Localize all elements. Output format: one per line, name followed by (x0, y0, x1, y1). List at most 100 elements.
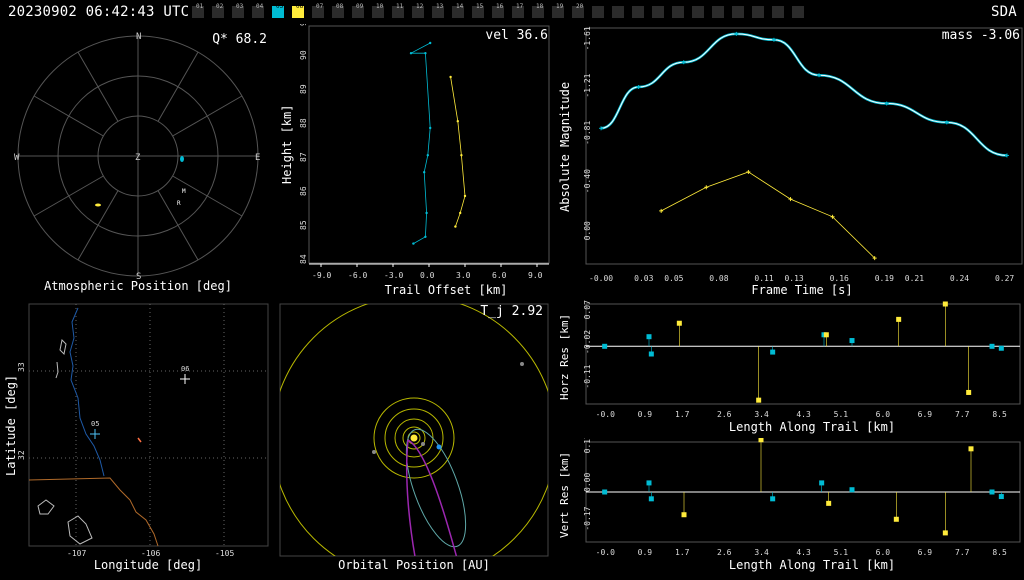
station-code: SDA (991, 4, 1017, 20)
camera-swatch-01[interactable]: 01 (192, 4, 204, 18)
camera-swatch-empty[interactable] (672, 6, 684, 18)
compass-s: S (136, 272, 141, 282)
planet-icon (421, 442, 425, 446)
camera-swatch-12[interactable]: 12 (412, 4, 424, 18)
horz-y-label: Horz Res [km] (558, 313, 571, 400)
res-ytick: 0.17 (583, 438, 592, 453)
camera-swatch-empty[interactable] (772, 6, 784, 18)
orbit-title: Orbital Position [AU] (338, 558, 490, 572)
mag-ytick: -1.61 (583, 26, 592, 50)
camera-swatch-empty[interactable] (612, 6, 624, 18)
camera-swatch-10[interactable]: 10 (372, 4, 384, 18)
trail-xtick: 9.0 (528, 271, 543, 280)
res-point-05 (602, 489, 608, 495)
camera-swatch-empty[interactable] (712, 6, 724, 18)
camera-swatch-empty[interactable] (652, 6, 664, 18)
camera-swatch-14[interactable]: 14 (452, 4, 464, 18)
camera-swatch-19[interactable]: 19 (552, 4, 564, 18)
camera-swatch-15[interactable]: 15 (472, 4, 484, 18)
mag-ytick: -1.21 (583, 73, 592, 97)
camera-05-track (180, 156, 184, 162)
trail-xtick: 6.0 (492, 271, 507, 280)
trail-ytick: 88 (299, 118, 308, 128)
res-xtick: 5.1 (834, 410, 849, 419)
earth-icon (436, 444, 442, 450)
vert-res-panel: -0.0 0.9 1.7 2.6 3.4 4.3 5.1 6.0 6.9 7.7 8.5 0.17 0.… (552, 434, 1024, 576)
res-xtick: 8.5 (992, 410, 1007, 419)
compass-n: N (136, 32, 141, 42)
camera-swatch-04[interactable]: 04 (252, 4, 264, 18)
compass-zenith: Z (135, 153, 141, 163)
camera-swatch-09[interactable]: 09 (352, 4, 364, 18)
res-xtick: 3.4 (754, 410, 769, 419)
camera-swatch-16[interactable]: 16 (492, 4, 504, 18)
camera-swatch-08[interactable]: 08 (332, 4, 344, 18)
trail-point (423, 171, 426, 174)
res-point-06 (966, 389, 972, 395)
res-xtick: 7.7 (955, 410, 970, 419)
camera-swatch-07[interactable]: 07 (312, 4, 324, 18)
trail-point (460, 154, 463, 157)
trail-ytick: 89 (299, 84, 308, 94)
camera-swatch-empty[interactable] (632, 6, 644, 18)
camera-swatch-11[interactable]: 11 (392, 4, 404, 18)
mag-xtick: 0.08 (709, 274, 728, 283)
camera-swatch-03[interactable]: 03 (232, 4, 244, 18)
camera-swatch-02[interactable]: 02 (212, 4, 224, 18)
camera-swatch-empty[interactable] (752, 6, 764, 18)
trail-point (456, 120, 459, 123)
horz-x-label: Length Along Trail [km] (728, 420, 896, 434)
trail-point (424, 52, 427, 55)
station-05-label: 05 (91, 420, 99, 428)
mag-x-label: Frame Time [s] (751, 283, 853, 297)
camera-swatch-empty[interactable] (592, 6, 604, 18)
vert-x-label: Length Along Trail [km] (728, 558, 896, 572)
camera-swatch-20[interactable]: 20 (572, 4, 584, 18)
camera-swatch-empty[interactable] (792, 6, 804, 18)
res-ytick: -0.11 (583, 364, 592, 388)
trail-offset-chart: -9.0 -6.0 -3.0 0.0 3.0 6.0 9.0 84 85 86 87 88 89 90 91 (299, 16, 550, 280)
res-xtick: 6.9 (918, 410, 933, 419)
res-point-06 (756, 397, 762, 403)
camera-swatch-13[interactable]: 13 (432, 4, 444, 18)
res-point-06 (896, 316, 902, 322)
horz-res-panel: -0.0 0.9 1.7 2.6 3.4 4.3 5.1 6.0 6.9 7.7 8.5 0.07 -0… (552, 300, 1024, 438)
trail-ytick: 91 (299, 24, 308, 26)
orbit-panel: T_j 2.92 Orbital Position [AU] (276, 300, 552, 576)
trail-point (426, 154, 429, 157)
trail-x-label: Trail Offset [km] (384, 283, 508, 297)
res-xtick: 4.3 (796, 548, 811, 557)
trail-point (425, 211, 428, 215)
mag-xtick: 0.03 (634, 274, 653, 283)
res-point-05 (770, 496, 776, 502)
mass-value: mass -3.06 (941, 28, 1020, 43)
timestamp: 20230902 06:42:43 UTC (8, 4, 190, 20)
trail-point (429, 126, 432, 130)
res-point-06 (893, 516, 899, 522)
mag-xtick: 0.27 (995, 274, 1014, 283)
res-xtick: -0.0 (596, 410, 615, 419)
camera-swatch-06[interactable]: 06 (292, 4, 304, 18)
res-xtick: 0.9 (638, 410, 653, 419)
trail-xtick: -9.0 (312, 271, 331, 280)
trail-plot-panel: -9.0 -6.0 -3.0 0.0 3.0 6.0 9.0 84 85 86 87 88 89 90 91… (276, 16, 552, 300)
res-ytick: -0.17 (583, 506, 592, 530)
horz-residual-chart: -0.0 0.9 1.7 2.6 3.4 4.3 5.1 6.0 6.9 7.7 8.5 0.07 -0… (583, 300, 1021, 419)
sun-icon (410, 434, 418, 442)
compass-e: E (255, 153, 260, 163)
map-y-label: Latitude [deg] (4, 374, 18, 476)
map-xtick-105: -105 (215, 549, 234, 558)
camera-swatch-empty[interactable] (732, 6, 744, 18)
camera-swatch-empty[interactable] (692, 6, 704, 18)
trail-point (412, 242, 415, 245)
res-xtick: 2.6 (717, 548, 732, 557)
res-point-06 (968, 446, 974, 452)
camera-swatch-05[interactable]: 05 (272, 4, 284, 18)
meteor-ground-track (137, 437, 142, 443)
station-06-label: 06 (181, 365, 189, 373)
earth-orbit-ellipse (405, 428, 467, 548)
res-xtick: 1.7 (675, 548, 690, 557)
trail-ytick: 85 (299, 220, 308, 230)
camera-swatch-18[interactable]: 18 (532, 4, 544, 18)
camera-swatch-17[interactable]: 17 (512, 4, 524, 18)
